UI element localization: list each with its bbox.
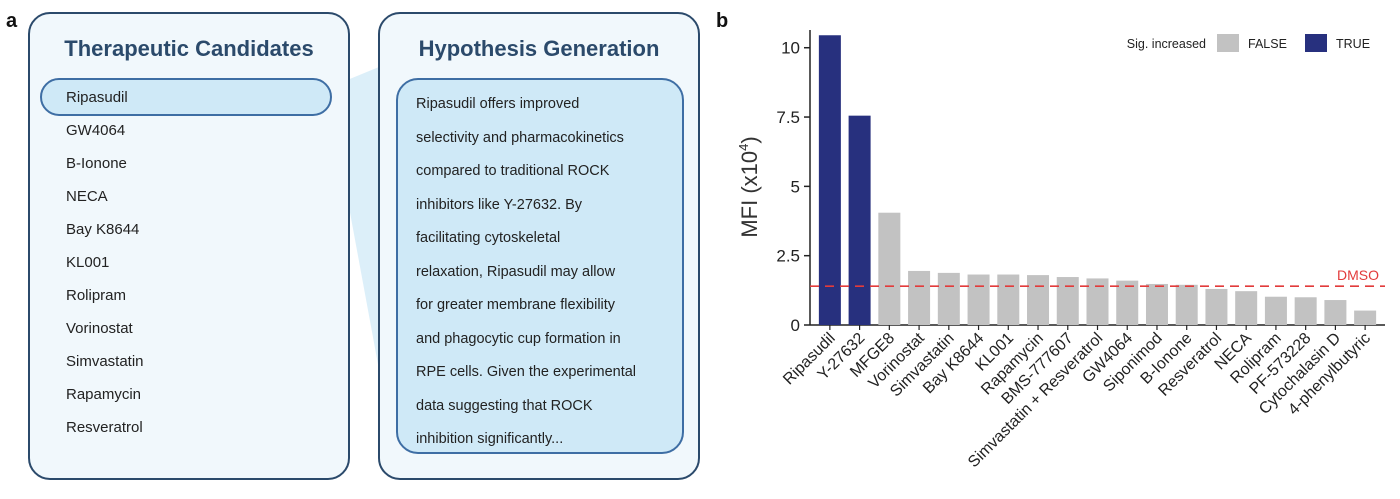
legend: Sig. increased FALSE TRUE [1127, 34, 1370, 52]
candidate-item[interactable]: Vorinostat [66, 320, 133, 337]
y-axis-label: MFI (x104) [736, 136, 762, 237]
bar [848, 115, 871, 325]
candidate-list: Ripasudil GW4064 B-Ionone NECA Bay K8644 KL00… [66, 86, 144, 449]
bar [937, 272, 960, 325]
dmso-label: DMSO [1337, 267, 1379, 283]
bar [1324, 300, 1347, 325]
hypothesis-line: Ripasudil offers improved [416, 96, 580, 112]
legend-entry-label: FALSE [1248, 37, 1287, 51]
candidates-card-title: Therapeutic Candidates [64, 36, 314, 61]
bar [1205, 288, 1228, 325]
candidate-item[interactable]: KL001 [66, 254, 110, 271]
y-tick-label: 7.5 [776, 108, 800, 127]
bar [878, 212, 901, 325]
y-tick-label: 10 [781, 39, 800, 58]
hypothesis-line: compared to traditional ROCK [416, 163, 610, 179]
bar [818, 35, 841, 325]
hypothesis-card-title: Hypothesis Generation [418, 36, 660, 61]
hypothesis-line: and phagocytic cup formation in [416, 330, 621, 347]
bar [1116, 280, 1139, 325]
hypothesis-line: RPE cells. Given the experimental [416, 364, 637, 380]
hypothesis-line: inhibitors like Y-27632. By [416, 196, 583, 213]
bar [1175, 284, 1198, 325]
hypothesis-line: facilitating cytoskeletal [416, 230, 561, 246]
hypothesis-line: relaxation, Ripasudil may allow [416, 263, 616, 280]
candidate-item[interactable]: B-Ionone [66, 155, 127, 172]
bar [997, 274, 1020, 325]
bar [1086, 278, 1109, 325]
bars-group [818, 35, 1377, 325]
candidate-item[interactable]: Rolipram [66, 287, 127, 304]
bar [967, 274, 990, 325]
highlighted-candidate-pill[interactable] [40, 78, 332, 116]
bar [1264, 296, 1287, 325]
candidate-item[interactable]: Simvastatin [66, 353, 144, 370]
y-tick-label: 5 [791, 177, 800, 196]
legend-swatch [1217, 34, 1239, 52]
legend-entry-label: TRUE [1336, 37, 1370, 51]
legend-swatch [1305, 34, 1327, 52]
candidate-item[interactable]: Resveratrol [66, 419, 143, 436]
connector-wedge [318, 60, 396, 462]
candidate-item[interactable]: Rapamycin [66, 386, 142, 403]
panel-a-letter: a [6, 10, 18, 32]
hypothesis-line: selectivity and pharmacokinetics [416, 129, 624, 146]
bar [1056, 277, 1079, 325]
hypothesis-text-box: Ripasudil offers improved selectivity and… [396, 78, 684, 454]
legend-title: Sig. increased [1127, 37, 1206, 51]
y-tick-label: 0 [791, 316, 800, 335]
hypothesis-line: inhibition significantly... [416, 431, 564, 447]
bar [1354, 310, 1377, 325]
bar [1235, 291, 1258, 325]
candidate-item[interactable]: Ripasudil [66, 89, 128, 106]
y-tick-label: 2.5 [776, 247, 800, 266]
bar [1294, 297, 1317, 325]
y-axis: 0 2.5 5 7.5 10 [776, 30, 811, 335]
panel-b-letter: b [716, 10, 729, 32]
bar [908, 270, 931, 325]
dmso-reference-group: DMSO [810, 267, 1385, 287]
hypothesis-line: data suggesting that ROCK [416, 397, 593, 414]
bar [1027, 275, 1050, 325]
bar [1145, 283, 1168, 325]
candidate-item[interactable]: GW4064 [66, 122, 126, 139]
candidate-item[interactable]: NECA [66, 188, 108, 205]
x-axis: RipasudilY-27632MFGE8VorinostatSimvastat… [780, 324, 1385, 471]
candidate-item[interactable]: Bay K8644 [66, 221, 140, 238]
hypothesis-line: for greater membrane flexibility [416, 297, 616, 313]
